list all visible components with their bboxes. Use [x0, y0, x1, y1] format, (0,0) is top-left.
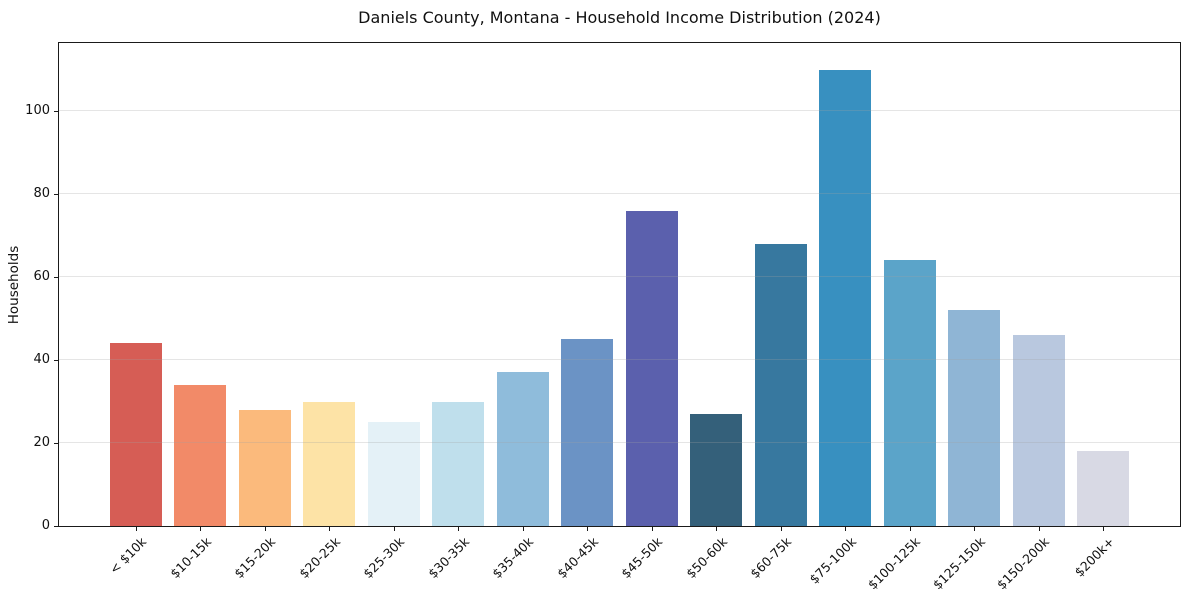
- x-tick-label-$35-40k: $35-40k: [489, 534, 537, 582]
- y-tick-label-40: 40: [33, 352, 50, 368]
- gridline-y-20: [59, 442, 1180, 444]
- gridline-y-100: [59, 110, 1180, 112]
- bar-$150-200k: [1012, 335, 1065, 526]
- x-tick-label-< $10k: < $10k: [106, 534, 150, 577]
- x-tick-label-$25-30k: $25-30k: [360, 534, 408, 582]
- x-tick-mark-$15-20k: [264, 527, 266, 531]
- y-tick-label-20: 20: [33, 435, 50, 450]
- bar-$200k+: [1077, 451, 1130, 526]
- y-tick-mark-40: [54, 360, 58, 362]
- bar-$10-15k: [174, 384, 227, 526]
- y-tick-mark-60: [54, 277, 58, 279]
- x-tick-mark-$200k+: [1103, 527, 1105, 531]
- x-tick-label-$50-60k: $50-60k: [682, 534, 730, 582]
- x-tick-mark-$100-125k: [909, 527, 911, 531]
- x-tick-label-$10-15k: $10-15k: [166, 534, 214, 582]
- x-tick-mark-$25-30k: [393, 527, 395, 531]
- plot-area: [58, 42, 1181, 527]
- gridline-y-40: [59, 359, 1180, 361]
- x-tick-mark-$50-60k: [716, 527, 718, 531]
- x-tick-mark-$45-50k: [651, 527, 653, 531]
- bar-$125-150k: [948, 310, 1001, 526]
- x-tick-mark-$60-75k: [780, 527, 782, 531]
- bar-$100-125k: [883, 260, 936, 526]
- x-tick-mark-$40-45k: [587, 527, 589, 531]
- bar-< $10k: [109, 343, 162, 526]
- bar-$75-100k: [819, 69, 872, 526]
- bar-$20-25k: [303, 401, 356, 526]
- x-tick-mark-$150-200k: [1038, 527, 1040, 531]
- x-tick-mark-$35-40k: [522, 527, 524, 531]
- x-tick-label-$125-150k: $125-150k: [929, 534, 988, 590]
- gridline-y-80: [59, 193, 1180, 195]
- y-tick-label-100: 100: [25, 103, 50, 119]
- x-tick-mark-$30-35k: [458, 527, 460, 531]
- x-tick-mark-$10-15k: [200, 527, 202, 531]
- x-tick-label-$150-200k: $150-200k: [994, 534, 1053, 590]
- bar-$40-45k: [561, 339, 614, 526]
- chart-title: Daniels County, Montana - Household Inco…: [358, 8, 881, 27]
- bar-$50-60k: [690, 413, 743, 526]
- x-tick-label-$200k+: $200k+: [1071, 534, 1117, 580]
- x-tick-label-$20-25k: $20-25k: [295, 534, 343, 582]
- x-tick-mark-< $10k: [135, 527, 137, 531]
- bar-$35-40k: [496, 372, 549, 526]
- x-tick-label-$75-100k: $75-100k: [806, 534, 859, 587]
- y-tick-mark-20: [54, 443, 58, 444]
- x-tick-mark-$125-150k: [974, 527, 976, 531]
- bar-$45-50k: [625, 210, 678, 526]
- x-tick-mark-$20-25k: [329, 527, 331, 531]
- gridline-y-60: [59, 276, 1180, 278]
- x-tick-label-$45-50k: $45-50k: [618, 534, 666, 582]
- bar-$30-35k: [432, 401, 485, 526]
- x-tick-label-$15-20k: $15-20k: [231, 534, 279, 582]
- bar-$60-75k: [754, 243, 807, 526]
- x-tick-mark-$75-100k: [845, 527, 847, 531]
- x-tick-label-$40-45k: $40-45k: [553, 534, 601, 582]
- bar-$25-30k: [367, 422, 420, 526]
- y-tick-label-0: 0: [41, 518, 50, 533]
- y-tick-mark-0: [54, 526, 58, 527]
- y-tick-mark-100: [54, 111, 58, 113]
- bar-$15-20k: [238, 409, 291, 526]
- y-tick-label-60: 60: [33, 269, 50, 285]
- x-tick-label-$60-75k: $60-75k: [747, 534, 795, 582]
- x-tick-label-$100-125k: $100-125k: [865, 534, 924, 590]
- x-tick-label-$30-35k: $30-35k: [424, 534, 472, 582]
- y-tick-label-80: 80: [33, 186, 50, 202]
- y-tick-mark-80: [54, 194, 58, 196]
